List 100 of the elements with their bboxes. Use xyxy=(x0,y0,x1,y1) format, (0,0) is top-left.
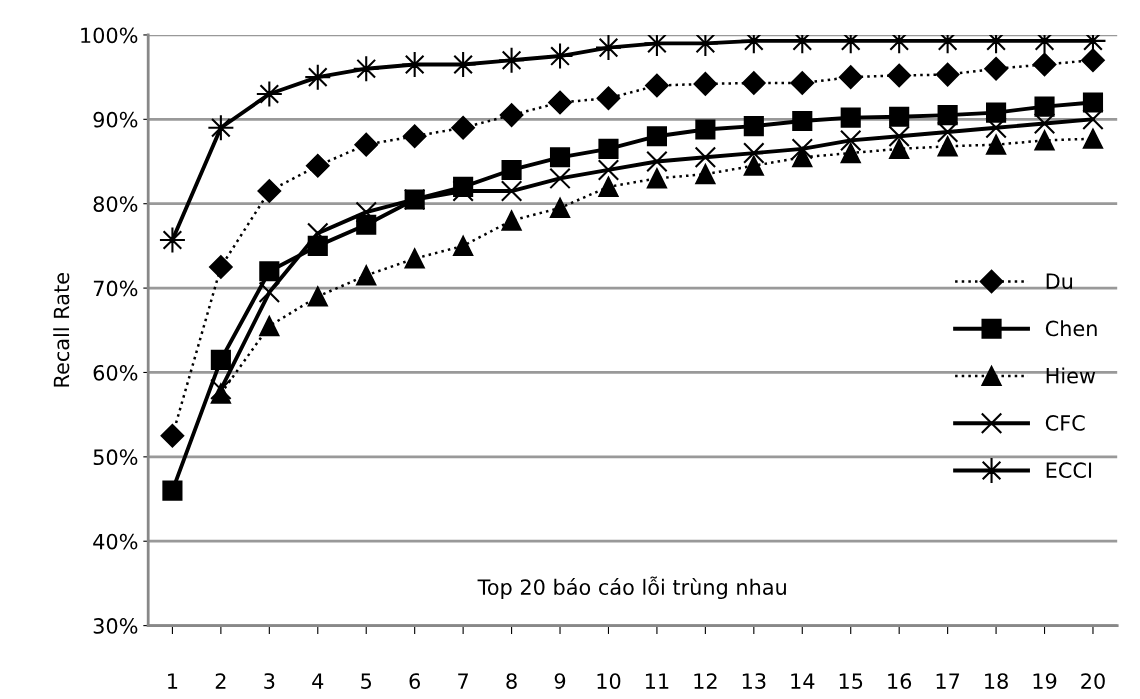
point xyxy=(162,480,183,501)
point xyxy=(887,63,912,88)
point xyxy=(937,136,958,157)
point xyxy=(1081,48,1105,73)
point xyxy=(936,121,959,143)
point xyxy=(840,107,861,128)
x-tick-label: 15 xyxy=(839,673,863,689)
point xyxy=(984,56,1008,81)
x-tick-label: 1 xyxy=(168,673,178,689)
legend-label: Chen xyxy=(1045,320,1097,337)
point xyxy=(453,235,474,256)
x-tick-label: 12 xyxy=(694,673,717,689)
y-tick-label: 70% xyxy=(93,280,138,297)
point xyxy=(549,147,571,168)
legend-label: CFC xyxy=(1045,415,1085,431)
point xyxy=(937,105,958,126)
x-tick-label: 9 xyxy=(554,673,566,689)
y-tick-label: 40% xyxy=(93,533,138,550)
point xyxy=(596,86,621,111)
point xyxy=(259,261,280,282)
point xyxy=(356,265,377,286)
y-tick-label: 80% xyxy=(93,196,138,212)
point xyxy=(645,73,669,98)
point xyxy=(694,146,717,169)
point xyxy=(743,116,764,137)
point xyxy=(838,65,863,89)
point xyxy=(790,71,815,95)
y-tick-label: 60% xyxy=(93,364,138,381)
point xyxy=(792,110,813,132)
y-tick-label: 100% xyxy=(81,27,138,44)
point xyxy=(986,134,1007,155)
legend-label: Hiew xyxy=(1046,367,1096,384)
point xyxy=(986,102,1007,123)
point xyxy=(985,117,1007,139)
x-tick-label: 17 xyxy=(936,673,960,689)
point xyxy=(1033,112,1056,135)
point xyxy=(1032,52,1057,77)
x-tick-label: 20 xyxy=(1081,673,1105,689)
point xyxy=(888,125,910,147)
x-tick-label: 11 xyxy=(645,673,669,689)
point xyxy=(209,255,233,279)
x-tick-label: 2 xyxy=(215,673,226,689)
point xyxy=(1034,96,1055,117)
x-tick-label: 4 xyxy=(312,673,324,689)
x-tick-label: 10 xyxy=(597,673,621,689)
point xyxy=(889,106,910,127)
y-tick-label: 90% xyxy=(93,111,138,128)
x-tick-label: 8 xyxy=(506,673,517,689)
point xyxy=(210,378,232,401)
point xyxy=(160,423,185,448)
point xyxy=(598,176,619,197)
point xyxy=(597,159,620,181)
legend-label: ECCI xyxy=(1046,462,1092,479)
point xyxy=(158,226,186,254)
point xyxy=(646,168,667,189)
point xyxy=(549,197,571,218)
point xyxy=(549,167,571,190)
point xyxy=(499,103,524,127)
point xyxy=(594,34,623,62)
x-tick-label: 13 xyxy=(742,673,766,689)
x-tick-label: 3 xyxy=(264,673,275,689)
point xyxy=(548,90,572,115)
point xyxy=(791,138,814,160)
point xyxy=(741,71,766,95)
y-tick-label: 30% xyxy=(93,618,138,634)
point xyxy=(889,138,910,159)
point xyxy=(258,281,281,304)
point xyxy=(935,62,960,87)
point xyxy=(792,147,813,168)
x-tick-label: 6 xyxy=(409,673,420,689)
point xyxy=(451,115,475,140)
y-tick-label: 50% xyxy=(93,449,138,466)
point xyxy=(354,132,379,157)
point xyxy=(1034,130,1055,151)
point xyxy=(743,155,764,176)
point xyxy=(693,72,718,96)
point xyxy=(402,124,427,149)
legend-label: Du xyxy=(1046,273,1073,290)
point xyxy=(695,164,716,185)
point xyxy=(307,286,328,307)
y-axis-title: Recall Rate xyxy=(53,273,70,387)
point xyxy=(501,210,522,231)
point xyxy=(743,142,765,164)
x-tick-label: 5 xyxy=(361,673,372,689)
point xyxy=(598,138,619,159)
x-tick-label: 7 xyxy=(458,673,468,689)
point xyxy=(839,129,862,152)
point xyxy=(257,179,282,203)
x-tick-label: 19 xyxy=(1033,673,1057,689)
point xyxy=(500,180,523,202)
x-tick-label: 14 xyxy=(791,673,815,689)
point xyxy=(695,119,716,140)
x-axis-title: Top 20 báo cáo lỗi trùng nhau xyxy=(477,576,786,600)
point xyxy=(452,180,474,202)
x-tick-label: 16 xyxy=(888,673,912,689)
point xyxy=(646,150,668,173)
point xyxy=(840,143,861,164)
point xyxy=(501,159,522,181)
point xyxy=(210,349,231,370)
point xyxy=(1082,92,1104,113)
